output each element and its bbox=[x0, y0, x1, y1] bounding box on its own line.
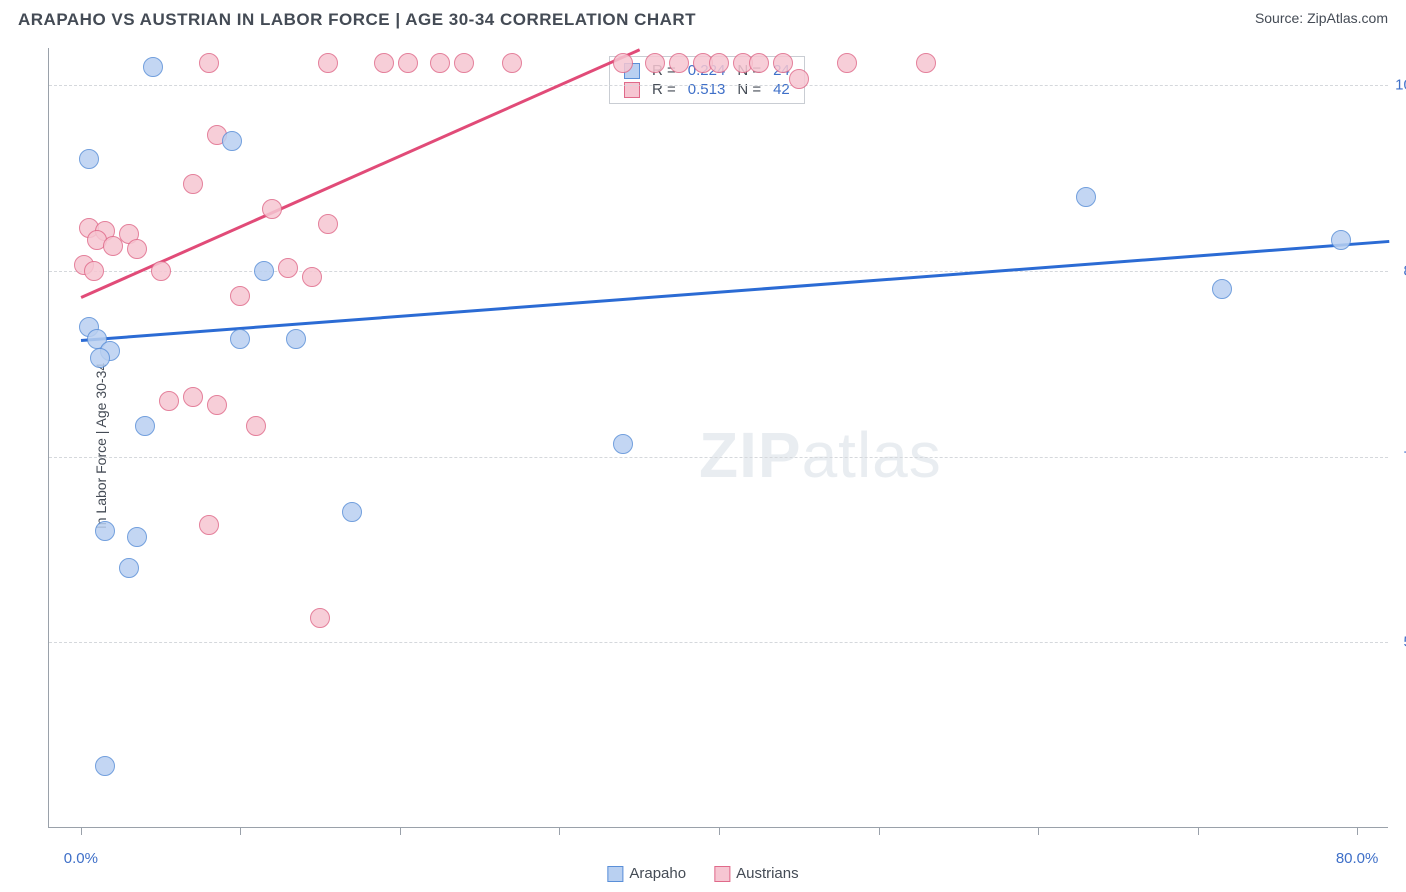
data-point-arapaho bbox=[613, 434, 633, 454]
source-attribution: Source: ZipAtlas.com bbox=[1255, 10, 1388, 26]
source-prefix: Source: bbox=[1255, 10, 1307, 26]
swatch-arapaho-icon bbox=[607, 866, 623, 882]
data-point-arapaho bbox=[1331, 230, 1351, 250]
gridline bbox=[49, 85, 1388, 86]
gridline bbox=[49, 642, 1388, 643]
data-point-arapaho bbox=[79, 149, 99, 169]
data-point-austrians bbox=[669, 53, 689, 73]
data-point-arapaho bbox=[135, 416, 155, 436]
watermark-rest: atlas bbox=[802, 419, 942, 491]
data-point-arapaho bbox=[1212, 279, 1232, 299]
data-point-austrians bbox=[230, 286, 250, 306]
data-point-austrians bbox=[398, 53, 418, 73]
swatch-austrians-icon bbox=[714, 866, 730, 882]
x-tick bbox=[1038, 827, 1039, 835]
data-point-austrians bbox=[454, 53, 474, 73]
data-point-austrians bbox=[916, 53, 936, 73]
scatter-chart: ZIPatlas R = 0.224 N = 24 R = 0.513 N = … bbox=[48, 48, 1388, 828]
x-tick bbox=[81, 827, 82, 835]
data-point-austrians bbox=[502, 53, 522, 73]
data-point-austrians bbox=[789, 69, 809, 89]
x-tick bbox=[1357, 827, 1358, 835]
x-tick-label: 80.0% bbox=[1336, 850, 1379, 867]
data-point-austrians bbox=[84, 261, 104, 281]
data-point-austrians bbox=[374, 53, 394, 73]
data-point-austrians bbox=[430, 53, 450, 73]
data-point-arapaho bbox=[230, 329, 250, 349]
data-point-austrians bbox=[207, 395, 227, 415]
data-point-austrians bbox=[159, 391, 179, 411]
data-point-austrians bbox=[183, 387, 203, 407]
data-point-arapaho bbox=[1076, 187, 1096, 207]
x-tick-label: 0.0% bbox=[64, 850, 98, 867]
x-tick bbox=[1198, 827, 1199, 835]
data-point-austrians bbox=[645, 53, 665, 73]
data-point-austrians bbox=[278, 258, 298, 278]
data-point-austrians bbox=[127, 239, 147, 259]
data-point-arapaho bbox=[95, 521, 115, 541]
legend-r-austrians: 0.513 bbox=[682, 80, 732, 99]
data-point-austrians bbox=[262, 199, 282, 219]
data-point-arapaho bbox=[127, 527, 147, 547]
data-point-austrians bbox=[302, 267, 322, 287]
gridline bbox=[49, 457, 1388, 458]
series-legend: Arapaho Austrians bbox=[607, 865, 798, 882]
data-point-arapaho bbox=[90, 348, 110, 368]
legend-label-austrians: Austrians bbox=[736, 865, 799, 882]
data-point-austrians bbox=[709, 53, 729, 73]
legend-n-label: N = bbox=[731, 80, 767, 99]
data-point-arapaho bbox=[342, 502, 362, 522]
data-point-arapaho bbox=[222, 131, 242, 151]
data-point-arapaho bbox=[95, 756, 115, 776]
gridline bbox=[49, 271, 1388, 272]
data-point-austrians bbox=[318, 214, 338, 234]
data-point-austrians bbox=[103, 236, 123, 256]
legend-row-austrians: R = 0.513 N = 42 bbox=[618, 80, 796, 99]
data-point-austrians bbox=[613, 53, 633, 73]
data-point-austrians bbox=[183, 174, 203, 194]
source-name: ZipAtlas.com bbox=[1307, 10, 1388, 26]
data-point-arapaho bbox=[119, 558, 139, 578]
data-point-austrians bbox=[151, 261, 171, 281]
data-point-austrians bbox=[749, 53, 769, 73]
data-point-arapaho bbox=[254, 261, 274, 281]
y-tick-label: 100.0% bbox=[1395, 77, 1406, 94]
trend-line-arapaho bbox=[81, 240, 1389, 342]
data-point-austrians bbox=[837, 53, 857, 73]
legend-r-label: R = bbox=[646, 80, 682, 99]
data-point-austrians bbox=[199, 515, 219, 535]
data-point-arapaho bbox=[286, 329, 306, 349]
x-tick bbox=[879, 827, 880, 835]
legend-item-austrians: Austrians bbox=[714, 865, 799, 882]
watermark: ZIPatlas bbox=[699, 418, 942, 492]
data-point-austrians bbox=[318, 53, 338, 73]
data-point-austrians bbox=[310, 608, 330, 628]
watermark-bold: ZIP bbox=[699, 419, 802, 491]
x-tick bbox=[240, 827, 241, 835]
data-point-arapaho bbox=[143, 57, 163, 77]
chart-header: ARAPAHO VS AUSTRIAN IN LABOR FORCE | AGE… bbox=[0, 0, 1406, 36]
legend-label-arapaho: Arapaho bbox=[629, 865, 686, 882]
x-tick bbox=[400, 827, 401, 835]
data-point-austrians bbox=[773, 53, 793, 73]
legend-item-arapaho: Arapaho bbox=[607, 865, 686, 882]
data-point-austrians bbox=[246, 416, 266, 436]
x-tick bbox=[719, 827, 720, 835]
data-point-austrians bbox=[199, 53, 219, 73]
chart-title: ARAPAHO VS AUSTRIAN IN LABOR FORCE | AGE… bbox=[18, 10, 696, 30]
x-tick bbox=[559, 827, 560, 835]
